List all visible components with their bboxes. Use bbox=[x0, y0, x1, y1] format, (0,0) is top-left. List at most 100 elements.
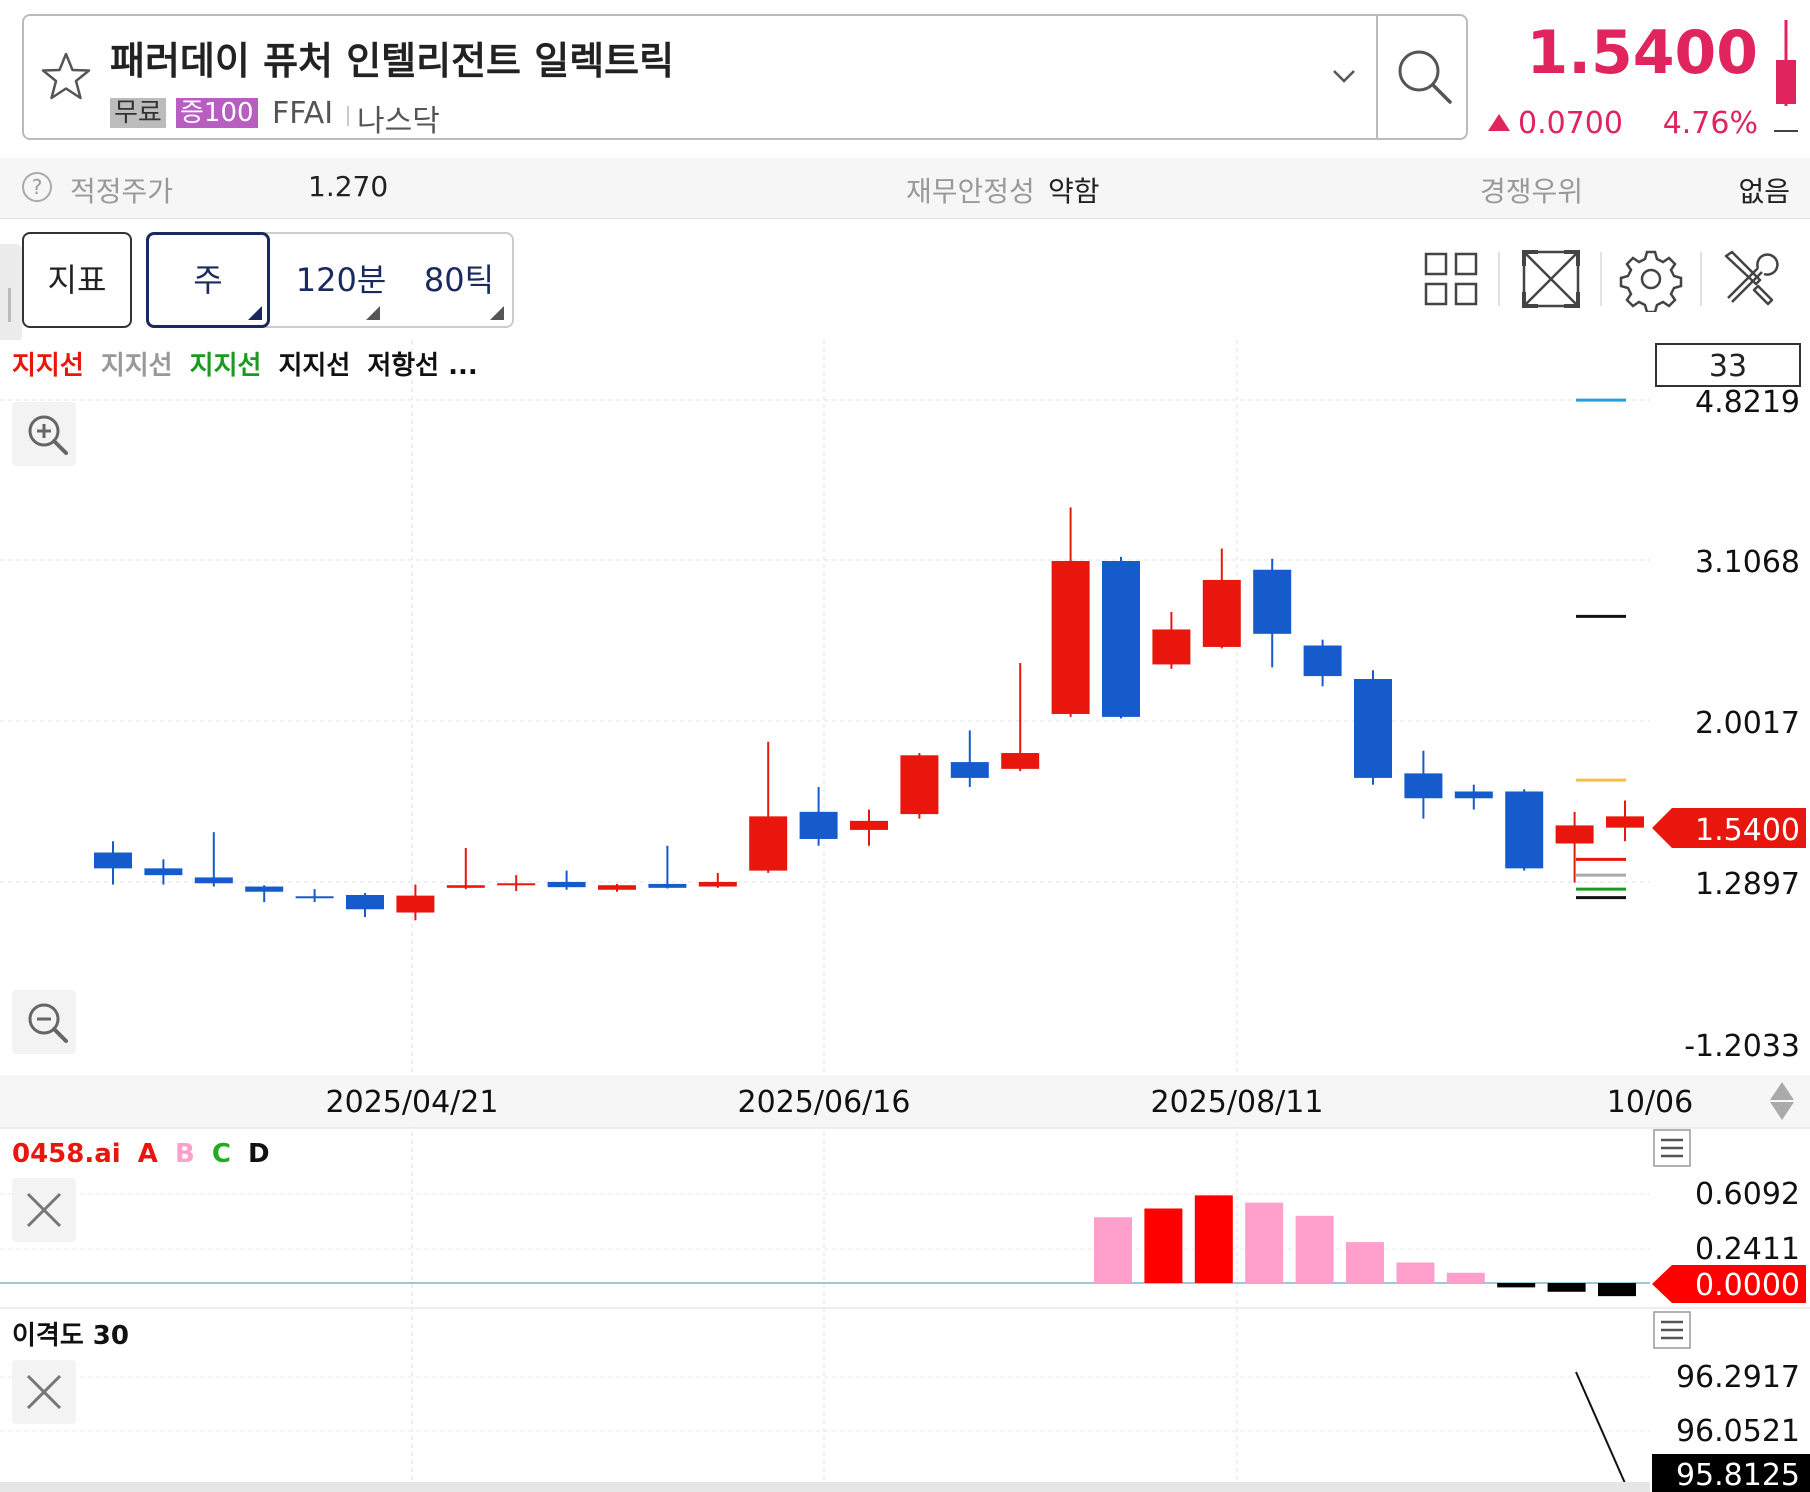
disparity-current-tag-value: 95.8125 bbox=[1676, 1458, 1800, 1492]
histogram-bar bbox=[1094, 1217, 1132, 1283]
ai-panel-grid bbox=[0, 1193, 1650, 1250]
free-badge: 무료 bbox=[110, 98, 166, 128]
settings-gear-icon[interactable] bbox=[1618, 246, 1684, 312]
current-price-tag bbox=[1652, 808, 1806, 848]
zoom-out-icon[interactable] bbox=[12, 990, 76, 1054]
candle bbox=[749, 741, 788, 873]
ai-current-tag-value: 0.0000 bbox=[1695, 1268, 1800, 1303]
y-label: 0.6092 bbox=[1695, 1177, 1800, 1212]
help-icon[interactable]: ? bbox=[22, 172, 52, 202]
histogram-bar bbox=[1446, 1272, 1485, 1283]
candle bbox=[346, 893, 384, 918]
disparity-current-tag bbox=[1652, 1454, 1810, 1492]
search-icon[interactable] bbox=[1392, 44, 1456, 108]
valuation-info-row bbox=[0, 158, 1810, 219]
disparity-y-axis: 96.2917 96.0521 bbox=[1676, 1360, 1800, 1449]
bottom-scrollbar[interactable] bbox=[0, 1482, 1650, 1492]
bar-count-box[interactable] bbox=[1655, 343, 1801, 387]
stock-chart[interactable]: 지지선 지지선 지지선 지지선 저항선 ... 33 4.8219 3.1068… bbox=[0, 340, 1810, 1492]
zoom-in-icon[interactable] bbox=[12, 402, 76, 466]
legend-support-black: 지지선 bbox=[278, 351, 350, 381]
candle bbox=[245, 885, 284, 903]
histogram-bar bbox=[1346, 1242, 1384, 1283]
disparity-line bbox=[1575, 1371, 1629, 1491]
close-icon[interactable] bbox=[12, 1360, 76, 1424]
histogram-bar bbox=[1295, 1215, 1334, 1283]
candle bbox=[648, 845, 687, 889]
candle bbox=[396, 884, 435, 921]
competitive-advantage-value: 없음 bbox=[1738, 175, 1790, 208]
histogram-bar bbox=[1598, 1283, 1636, 1297]
ai-legend-d: D bbox=[248, 1139, 270, 1169]
candle bbox=[1454, 784, 1493, 810]
toolbar-separator bbox=[1600, 252, 1602, 306]
candle bbox=[194, 832, 233, 887]
stock-title: 패러데이 퓨처 인텔리전트 일렉트릭 bbox=[110, 39, 675, 83]
indicator-button[interactable]: 지표 bbox=[22, 232, 132, 328]
y-label: -1.2033 bbox=[1684, 1029, 1800, 1064]
layout-grid-icon[interactable] bbox=[1418, 246, 1484, 312]
ai-panel-legend: 0458.ai A B C D bbox=[12, 1139, 270, 1169]
ai-legend-c: C bbox=[212, 1139, 231, 1169]
candle bbox=[900, 753, 939, 819]
star-icon[interactable] bbox=[38, 50, 94, 106]
candle bbox=[1303, 639, 1342, 687]
y-label: 0.2411 bbox=[1695, 1232, 1800, 1267]
up-arrow-icon bbox=[1488, 114, 1510, 131]
period-120min-button[interactable]: 120분 bbox=[295, 261, 387, 299]
current-price: 1.5400 bbox=[1526, 18, 1758, 88]
period-80tick-button[interactable]: 80틱 bbox=[423, 261, 495, 299]
period-week-corner bbox=[248, 306, 262, 320]
menu-icon[interactable] bbox=[1653, 1311, 1691, 1349]
candle bbox=[1152, 611, 1191, 669]
main-chart-panel bbox=[0, 340, 1650, 1075]
x-axis-bar bbox=[0, 1075, 1810, 1127]
legend-resistance: 저항선 ... bbox=[367, 351, 477, 381]
histogram-bar bbox=[1497, 1283, 1536, 1288]
close-icon[interactable] bbox=[12, 1178, 76, 1242]
ai-panel-title: 0458.ai bbox=[12, 1139, 121, 1169]
candle bbox=[799, 786, 838, 846]
candle bbox=[1051, 507, 1090, 717]
chevron-down-icon[interactable] bbox=[1330, 62, 1358, 90]
fair-price-value: 1.270 bbox=[308, 170, 389, 203]
main-chart-legend: 지지선 지지선 지지선 지지선 저항선 ... bbox=[12, 351, 478, 381]
tools-icon[interactable] bbox=[1718, 246, 1784, 312]
scroll-updown-icon[interactable] bbox=[1770, 1082, 1794, 1120]
exchange-name: 나스닥 bbox=[357, 104, 440, 139]
current-price-tag-value: 1.5400 bbox=[1695, 813, 1800, 848]
handle-grip bbox=[8, 288, 11, 322]
ticker-separator bbox=[347, 106, 349, 126]
candle bbox=[1404, 750, 1443, 819]
menu-icon[interactable] bbox=[1653, 1129, 1691, 1167]
period-week-button[interactable]: 주 bbox=[146, 232, 270, 328]
main-y-axis: 4.8219 3.1068 2.0017 1.2897 -1.2033 bbox=[1684, 385, 1800, 1064]
legend-support-green: 지지선 bbox=[190, 351, 262, 381]
toolbar-separator bbox=[1498, 252, 1500, 306]
candle bbox=[497, 875, 536, 892]
histogram-bar bbox=[1194, 1195, 1233, 1283]
y-label: 2.0017 bbox=[1695, 706, 1800, 741]
fair-price-label: 적정주가 bbox=[70, 175, 174, 208]
candle bbox=[295, 889, 334, 903]
support-resistance-levels bbox=[1576, 398, 1626, 900]
ticker-symbol: FFAI bbox=[272, 96, 334, 131]
y-label: 4.8219 bbox=[1695, 385, 1800, 420]
ai-legend-a: A bbox=[138, 1139, 158, 1169]
side-panel-handle[interactable] bbox=[0, 244, 22, 342]
financial-stability-value: 약함 bbox=[1048, 175, 1100, 208]
candle bbox=[94, 841, 132, 885]
histogram-bar bbox=[1547, 1283, 1586, 1292]
ai-legend-b: B bbox=[175, 1139, 195, 1169]
ai-histogram bbox=[1094, 1195, 1636, 1297]
candle bbox=[1253, 558, 1292, 668]
histogram-bar bbox=[1245, 1202, 1284, 1283]
disparity-panel-title: 이격도 30 bbox=[12, 1321, 129, 1351]
candle bbox=[1001, 662, 1040, 772]
price-change-percent: 4.76% bbox=[1662, 106, 1758, 141]
stock-search-box[interactable] bbox=[22, 14, 1468, 140]
candle bbox=[1102, 556, 1140, 719]
competitive-advantage-label: 경쟁우위 bbox=[1480, 175, 1584, 208]
search-divider bbox=[1376, 14, 1378, 140]
fullscreen-icon[interactable] bbox=[1518, 246, 1584, 312]
